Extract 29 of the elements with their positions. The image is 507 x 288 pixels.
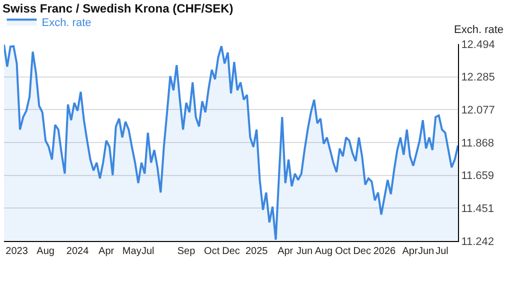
y-tick-label: 12.494: [461, 38, 495, 51]
x-tick-label: 2026: [373, 246, 396, 257]
y-tick-label: 12.077: [461, 104, 495, 116]
y-tick-label: 11.451: [461, 202, 494, 215]
x-tick-label: Jun: [418, 246, 434, 257]
chart-title: Swiss Franc / Swedish Krona (CHF/SEK): [2, 2, 234, 16]
x-tick-label: Apr: [278, 246, 294, 257]
y-tick-label: 11.868: [461, 137, 494, 150]
x-tick-label: Jul: [141, 246, 154, 257]
y-tick-label: 11.659: [461, 170, 494, 182]
x-tick-label: 2024: [66, 246, 90, 257]
x-tick-label: Sep: [177, 246, 196, 257]
x-tick-label: Apr: [402, 246, 418, 257]
legend-label: Exch. rate: [42, 16, 92, 29]
y-tick-label: 12.285: [461, 72, 495, 84]
x-tick-label: Aug: [36, 246, 54, 257]
x-tick-label: Apr: [98, 246, 115, 257]
x-tick-label: Jul: [436, 246, 448, 257]
x-tick-label: Aug: [314, 246, 333, 257]
x-tick-label: Oct: [335, 246, 351, 257]
x-tick-label: May: [122, 246, 142, 257]
x-tick-label: Oct: [204, 246, 220, 257]
x-tick-label: Dec: [222, 246, 240, 257]
y-axis-title: Exch. rate: [454, 24, 504, 36]
x-tick-label: 2023: [6, 246, 28, 257]
x-tick-label: 2025: [245, 246, 268, 257]
x-tick-label: Dec: [353, 246, 371, 257]
y-tick-label: 11.242: [461, 236, 494, 248]
x-tick-label: Jun: [296, 246, 313, 257]
